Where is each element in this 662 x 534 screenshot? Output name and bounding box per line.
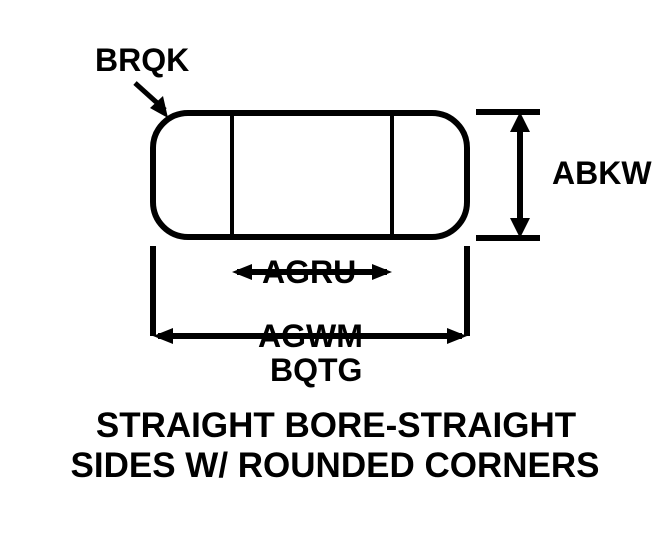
brqk-arrow-icon xyxy=(130,78,180,123)
brqk-label: BRQK xyxy=(95,42,189,79)
abkw-label: ABKW xyxy=(552,155,652,192)
title-line-1: STRAIGHT BORE-STRAIGHT xyxy=(76,406,596,446)
extension-line-right xyxy=(464,246,470,336)
extension-line-left xyxy=(150,246,156,336)
agwm-label: AGWM xyxy=(258,318,363,355)
inner-divider-left xyxy=(230,116,234,234)
abkw-dimension-arrows xyxy=(490,110,550,240)
bore-shape xyxy=(150,110,470,240)
agru-label: AGRU xyxy=(262,254,356,291)
title-line-2: SIDES W/ ROUNDED CORNERS xyxy=(50,446,620,486)
bqtg-label: BQTG xyxy=(270,352,362,389)
inner-divider-right xyxy=(390,116,394,234)
diagram-container: BRQK ABKW AGRU AGWM BQTG STRAIGHT BORE-S… xyxy=(0,0,662,534)
